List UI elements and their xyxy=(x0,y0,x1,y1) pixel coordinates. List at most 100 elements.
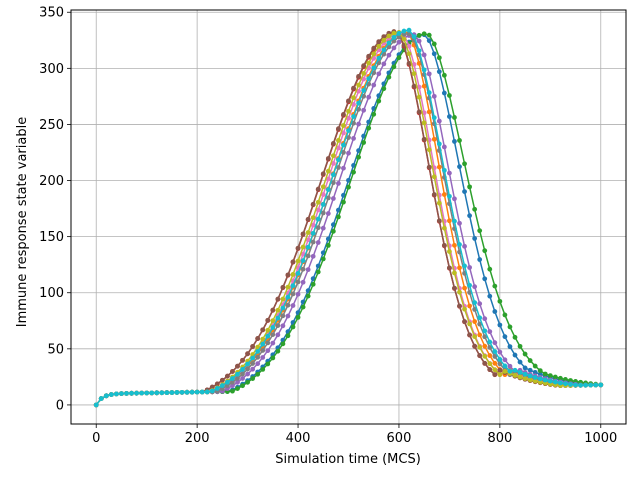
data-point xyxy=(447,193,452,199)
data-point xyxy=(563,381,568,387)
data-point xyxy=(371,51,377,57)
data-point xyxy=(330,161,336,166)
data-point xyxy=(376,43,382,49)
data-point xyxy=(386,40,392,46)
data-point xyxy=(341,165,346,171)
data-point xyxy=(300,266,306,272)
data-point xyxy=(492,367,498,373)
data-point xyxy=(245,371,250,377)
data-point xyxy=(305,237,311,243)
data-point xyxy=(578,382,583,388)
data-point xyxy=(366,76,372,82)
data-point xyxy=(325,156,331,161)
data-point xyxy=(426,32,432,38)
data-point xyxy=(270,355,276,361)
data-point xyxy=(371,45,377,51)
data-point xyxy=(421,136,427,142)
data-point xyxy=(563,377,568,382)
data-point xyxy=(477,344,483,350)
data-point xyxy=(280,284,286,290)
data-point xyxy=(436,218,442,224)
data-point xyxy=(295,291,301,297)
data-point xyxy=(366,94,372,100)
data-point xyxy=(209,384,215,390)
data-point xyxy=(462,161,467,167)
data-point xyxy=(497,361,503,367)
data-point xyxy=(240,357,245,363)
data-point xyxy=(255,361,261,367)
data-point xyxy=(290,291,296,297)
data-point xyxy=(235,379,240,385)
data-point xyxy=(290,272,296,277)
data-point xyxy=(416,38,422,44)
data-point xyxy=(477,301,483,307)
data-point xyxy=(547,373,553,378)
data-point xyxy=(295,314,301,320)
data-point xyxy=(250,366,256,372)
data-point xyxy=(351,169,356,175)
data-point xyxy=(426,147,432,153)
data-point xyxy=(320,225,326,231)
data-point xyxy=(386,52,392,58)
data-point xyxy=(411,62,417,67)
axes xyxy=(70,9,627,425)
data-point xyxy=(371,111,377,117)
data-point xyxy=(341,112,346,117)
data-point xyxy=(290,324,296,330)
data-point xyxy=(310,222,316,228)
data-point xyxy=(391,38,397,44)
data-point xyxy=(502,312,508,318)
data-point xyxy=(275,323,281,328)
data-point xyxy=(411,83,417,89)
data-point xyxy=(290,303,296,308)
data-point xyxy=(300,251,306,257)
data-point xyxy=(512,352,518,358)
data-point xyxy=(381,37,387,43)
data-point xyxy=(330,172,336,178)
data-point xyxy=(351,136,356,141)
data-point xyxy=(235,371,240,377)
data-point xyxy=(341,199,346,205)
data-point xyxy=(477,257,483,262)
data-point xyxy=(300,279,306,285)
data-point xyxy=(492,354,498,359)
data-point xyxy=(421,52,427,58)
data-point xyxy=(235,386,240,392)
data-point xyxy=(447,93,452,98)
data-point xyxy=(265,327,271,333)
data-point xyxy=(194,389,200,395)
data-point xyxy=(164,390,170,396)
data-point xyxy=(285,313,291,319)
data-point xyxy=(411,34,417,40)
data-point xyxy=(270,325,276,330)
data-point xyxy=(421,120,427,126)
data-point xyxy=(482,248,488,254)
data-point xyxy=(230,383,235,389)
data-point xyxy=(406,27,412,33)
data-point xyxy=(159,390,165,396)
data-point xyxy=(457,242,462,247)
data-point xyxy=(336,214,341,220)
data-point xyxy=(270,307,276,313)
data-point xyxy=(225,383,230,389)
data-point xyxy=(240,367,245,372)
data-point xyxy=(517,374,523,380)
data-point xyxy=(487,353,493,358)
data-point xyxy=(467,332,472,338)
data-point xyxy=(336,165,341,170)
data-point xyxy=(472,236,478,241)
data-point xyxy=(154,390,160,396)
data-point xyxy=(240,371,245,377)
data-point xyxy=(431,93,437,99)
data-point xyxy=(376,39,382,45)
data-point xyxy=(492,349,498,354)
data-point xyxy=(467,184,472,190)
data-point xyxy=(472,334,478,339)
data-point xyxy=(361,107,367,113)
data-point xyxy=(356,121,361,127)
data-point xyxy=(98,396,104,401)
data-point xyxy=(361,88,367,93)
data-point xyxy=(477,228,483,234)
data-point xyxy=(270,332,276,337)
